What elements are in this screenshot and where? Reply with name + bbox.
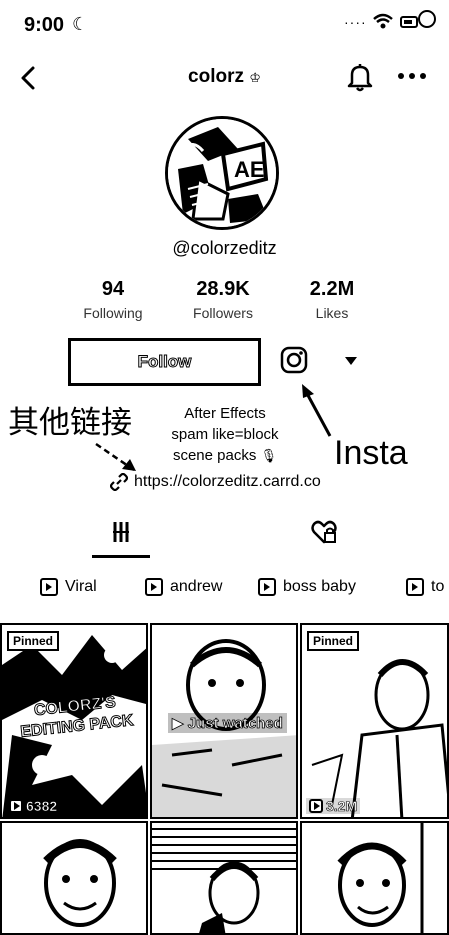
view-count-text: 6382 [26,798,58,815]
page-title: colorz ♔ [0,66,449,88]
tab-videos[interactable] [92,510,150,558]
playlist-chip[interactable]: boss baby [258,578,356,596]
playlist-row: Viral andrew boss baby to [0,578,449,606]
playlist-chip[interactable]: andrew [145,578,222,596]
video-thumbnail [2,635,146,817]
status-bar: 9:00 ☾ ···· [0,0,449,52]
bio-line-text: scene packs [172,447,257,464]
stat-following-value: 94 [101,278,125,300]
video-thumbnail [152,639,296,817]
profile-link-text: https://colorzeditz.carrd.co [134,473,321,490]
pinned-badge: Pinned [7,631,60,651]
crown-icon: ♔ [249,70,261,85]
stat-followers-value: 28.9K [196,278,250,300]
microphone-icon: 🎙 [260,448,278,463]
stat-following-label: Following [83,305,143,321]
annotation-other-links: 其他链接 [8,405,132,441]
page-title-text: colorz [188,66,244,87]
video-thumbnail [337,823,424,933]
playlist-icon [258,578,276,596]
play-icon [309,799,323,813]
follow-button[interactable]: Follow [68,338,261,386]
battery-icon [400,16,418,28]
bio-line: scene packs 🎙 [150,445,300,466]
playlist-label: boss baby [283,578,356,595]
playlist-icon [40,578,58,596]
video-tile[interactable] [150,821,298,935]
annotation-insta: Insta [334,434,408,472]
view-count: 6382 [6,798,61,815]
video-tile[interactable]: Pinned 3.2M [300,623,449,819]
just-watched-text: Just watched [187,715,283,733]
status-time: 9:00 [24,14,65,36]
playlist-icon [406,578,424,596]
wifi-icon [373,13,393,29]
video-tile[interactable]: ▶ Just watched [150,623,298,819]
stat-likes-label: Likes [315,305,349,321]
playlist-label: Viral [65,578,97,595]
bell-icon[interactable] [346,62,374,92]
playlist-chip[interactable]: Viral [40,578,97,596]
bio: After Effects spam like=block scene pack… [150,403,300,466]
heart-lock-icon[interactable] [310,518,338,546]
chevron-left-icon[interactable] [16,62,40,94]
avatar[interactable]: AE [165,116,279,230]
focus-icon [418,10,436,28]
bio-line: spam like=block [171,426,279,443]
stat-followers[interactable]: 28.9K Followers [185,278,261,321]
view-count: 3.2M [306,798,361,815]
top-nav: colorz ♔ [0,58,449,98]
caret-down-icon[interactable] [344,356,358,366]
stat-likes-value: 2.2M [309,278,355,300]
playlist-label: andrew [170,578,223,595]
profile-link[interactable]: https://colorzeditz.carrd.co [110,473,321,491]
signal-icon: ···· [344,14,367,30]
link-icon [110,473,128,491]
video-thumbnail [311,659,447,817]
video-thumbnail [152,828,296,933]
bio-line: After Effects [184,405,266,422]
video-tile[interactable]: Pinned COLORZ'S EDITING PACK 6382 [0,623,148,819]
pinned-badge: Pinned [307,631,360,651]
just-watched-label: ▶ Just watched [168,713,287,733]
stat-followers-label: Followers [193,305,253,321]
video-tile[interactable] [0,821,148,935]
stat-following[interactable]: 94 Following [78,278,148,321]
play-icon [9,799,23,813]
playlist-chip[interactable]: to [406,578,444,596]
more-icon[interactable] [396,70,428,82]
instagram-icon[interactable] [280,346,308,374]
video-thumbnail [43,839,117,927]
svg-text:AE: AE [234,157,265,182]
grid-icon [113,522,129,542]
active-tab-indicator [92,555,150,558]
video-tile[interactable] [300,821,449,935]
view-count-text: 3.2M [326,798,358,815]
play-icon: ▶ [172,715,184,733]
stat-likes[interactable]: 2.2M Likes [302,278,362,321]
moon-icon: ☾ [72,14,89,34]
username: @colorzeditz [172,238,277,258]
playlist-icon [145,578,163,596]
playlist-label: to [431,578,445,595]
